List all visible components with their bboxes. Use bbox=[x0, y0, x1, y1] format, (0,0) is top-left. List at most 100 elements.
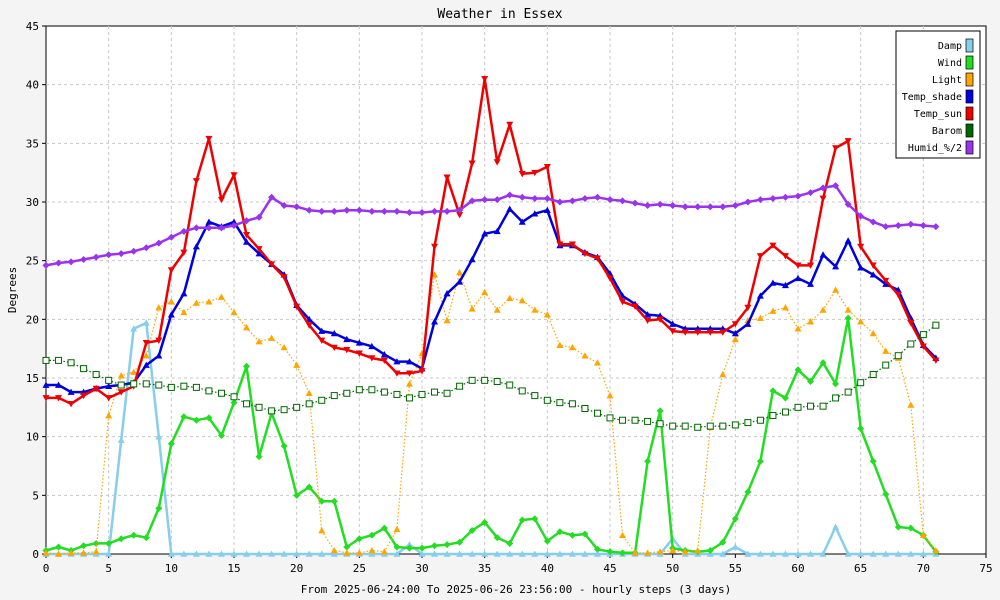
data-point-barom bbox=[192, 383, 200, 391]
data-point-temp-sun bbox=[217, 196, 225, 204]
data-point-temp-sun bbox=[468, 160, 476, 167]
data-point-damp bbox=[180, 550, 188, 557]
data-point-light bbox=[844, 306, 852, 313]
data-point-temp-sun bbox=[581, 250, 589, 258]
data-point-light bbox=[794, 325, 802, 332]
data-point-temp-sun bbox=[706, 329, 714, 336]
data-point-humid-2 bbox=[731, 202, 739, 210]
data-point-humid-2 bbox=[656, 200, 664, 208]
data-point-wind bbox=[205, 414, 213, 422]
data-point-barom bbox=[756, 416, 764, 424]
x-tick-label: 50 bbox=[666, 562, 679, 575]
legend-swatch bbox=[965, 106, 974, 121]
data-point-light bbox=[556, 341, 564, 348]
data-point-light bbox=[343, 549, 351, 556]
data-point-temp-sun bbox=[769, 242, 777, 249]
data-point-humid-2 bbox=[180, 227, 188, 235]
data-point-wind bbox=[243, 362, 251, 370]
data-point-temp-shade bbox=[443, 290, 451, 297]
data-point-temp-shade bbox=[468, 255, 476, 263]
data-point-light bbox=[368, 546, 376, 554]
data-point-damp bbox=[568, 550, 576, 557]
data-point-wind bbox=[593, 545, 601, 553]
series-temp-shade bbox=[42, 205, 940, 395]
data-point-barom bbox=[205, 387, 213, 395]
data-point-barom bbox=[631, 416, 639, 424]
y-tick-label: 25 bbox=[26, 255, 39, 268]
data-point-temp-shade bbox=[405, 358, 413, 365]
data-point-barom bbox=[105, 376, 113, 384]
data-point-damp bbox=[593, 550, 601, 557]
data-point-humid-2 bbox=[80, 255, 88, 263]
data-point-temp-sun bbox=[506, 121, 514, 129]
series-line-temp-shade bbox=[46, 207, 937, 394]
data-point-damp bbox=[405, 541, 413, 548]
data-point-humid-2 bbox=[619, 197, 627, 205]
data-point-barom bbox=[142, 380, 150, 388]
data-point-temp-sun bbox=[418, 368, 426, 375]
data-point-wind bbox=[80, 542, 88, 550]
data-point-barom bbox=[744, 419, 752, 427]
data-point-light bbox=[681, 548, 689, 555]
data-point-temp-sun bbox=[832, 145, 840, 152]
data-point-damp bbox=[167, 550, 175, 557]
data-point-light bbox=[305, 389, 313, 397]
data-point-light bbox=[380, 548, 388, 555]
data-point-humid-2 bbox=[556, 198, 564, 206]
data-point-humid-2 bbox=[192, 224, 200, 232]
data-point-wind bbox=[894, 523, 902, 531]
data-point-humid-2 bbox=[894, 221, 902, 229]
data-point-damp bbox=[456, 550, 464, 557]
data-point-temp-sun bbox=[305, 322, 313, 329]
data-point-light bbox=[318, 527, 326, 534]
data-point-barom bbox=[907, 340, 915, 348]
data-point-damp bbox=[418, 550, 426, 557]
data-point-humid-2 bbox=[531, 194, 539, 202]
data-point-barom bbox=[619, 416, 627, 424]
plot-area bbox=[45, 25, 987, 555]
data-point-temp-sun bbox=[531, 169, 539, 177]
data-point-temp-sun bbox=[355, 350, 363, 357]
data-point-light bbox=[230, 308, 238, 316]
data-point-light bbox=[769, 307, 777, 314]
data-point-temp-sun bbox=[619, 298, 627, 306]
data-point-temp-sun bbox=[606, 275, 614, 282]
data-point-temp-sun bbox=[443, 174, 451, 181]
data-point-wind bbox=[869, 457, 877, 465]
data-point-humid-2 bbox=[330, 207, 338, 215]
data-point-wind bbox=[92, 539, 100, 547]
data-point-light bbox=[506, 294, 514, 302]
data-point-damp bbox=[882, 550, 890, 557]
data-point-humid-2 bbox=[230, 221, 238, 229]
y-tick-label: 5 bbox=[32, 489, 39, 502]
data-point-damp bbox=[443, 550, 451, 557]
data-point-humid-2 bbox=[142, 244, 150, 252]
data-point-humid-2 bbox=[756, 196, 764, 204]
data-point-humid-2 bbox=[318, 207, 326, 215]
data-point-barom bbox=[305, 400, 313, 408]
data-point-barom bbox=[769, 412, 777, 420]
data-point-humid-2 bbox=[606, 196, 614, 204]
data-point-humid-2 bbox=[706, 203, 714, 211]
data-point-barom bbox=[932, 321, 940, 329]
data-point-temp-shade bbox=[67, 388, 75, 395]
legend: Damp Wind Light Temp_shade Temp_sun Barom Humi… bbox=[895, 30, 981, 159]
data-point-barom bbox=[280, 406, 288, 414]
data-point-humid-2 bbox=[807, 189, 815, 197]
data-point-temp-sun bbox=[268, 261, 276, 268]
data-point-wind bbox=[907, 524, 915, 532]
legend-label: Damp bbox=[938, 41, 962, 52]
data-point-humid-2 bbox=[581, 194, 589, 202]
data-point-barom bbox=[431, 388, 439, 396]
data-point-wind bbox=[481, 518, 489, 526]
series-damp bbox=[42, 319, 940, 557]
data-point-temp-shade bbox=[105, 382, 113, 390]
data-point-wind bbox=[456, 538, 464, 546]
data-point-temp-shade bbox=[393, 358, 401, 365]
y-tick-label: 45 bbox=[26, 20, 39, 33]
data-point-barom bbox=[719, 422, 727, 430]
data-point-temp-shade bbox=[481, 230, 489, 237]
series-wind bbox=[42, 314, 940, 557]
data-point-temp-sun bbox=[819, 195, 827, 202]
data-point-light bbox=[907, 401, 915, 408]
